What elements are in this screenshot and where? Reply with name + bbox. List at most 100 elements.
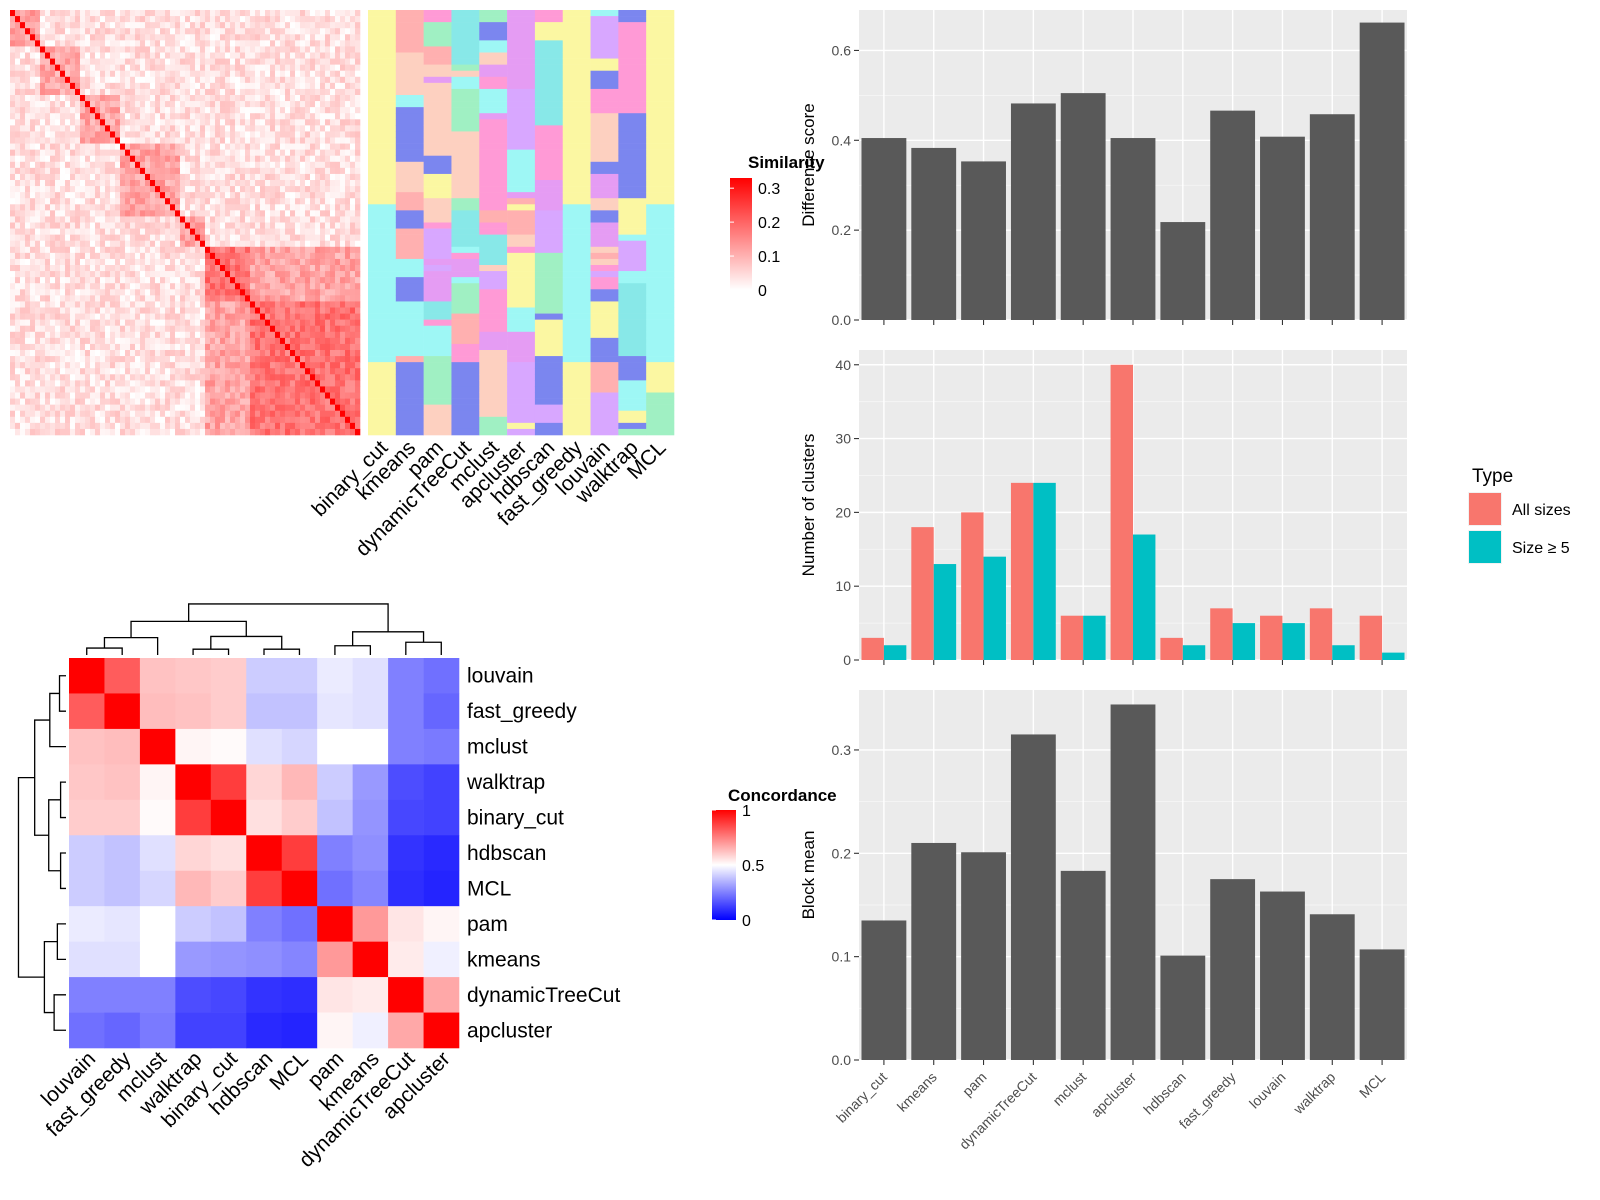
similarity-cell [75,210,81,217]
similarity-cell [125,374,131,381]
similarity-cell [305,350,311,357]
similarity-cell [85,422,91,430]
similarity-cell [155,180,161,187]
similarity-cell [55,222,61,229]
similarity-cell [150,95,156,102]
similarity-cell [50,343,56,351]
similarity-cell [55,277,61,284]
similarity-cell [95,173,101,181]
similarity-cell [150,271,156,278]
similarity-cell [170,216,176,223]
similarity-cell [130,410,136,418]
similarity-cell [175,167,181,175]
similarity-cell [210,95,216,102]
similarity-cell [50,222,56,229]
similarity-cell [250,222,256,229]
similarity-cell [295,186,301,193]
similarity-cell [80,246,86,254]
similarity-cell [210,167,216,175]
similarity-cell [50,271,56,278]
similarity-cell [25,22,31,29]
similarity-cell [160,131,166,138]
similarity-cell [130,70,136,78]
similarity-cell [120,386,126,393]
similarity-cell [130,64,136,72]
similarity-cell [220,258,226,266]
similarity-cell [355,137,361,144]
similarity-cell [355,161,361,169]
similarity-cell [60,88,66,96]
similarity-cell [280,40,286,47]
similarity-cell [155,356,161,363]
similarity-cell [340,325,346,333]
similarity-cell [70,313,76,320]
similarity-cell [185,70,191,78]
similarity-cell [325,119,331,126]
similarity-cell [345,350,351,357]
similarity-cell [95,368,101,375]
similarity-cell [10,119,16,126]
similarity-cell [25,149,31,157]
similarity-cell [200,167,206,175]
similarity-cell [245,252,251,260]
similarity-cell [30,131,36,138]
similarity-cell [130,374,136,381]
similarity-cell [165,46,171,53]
similarity-cell [165,398,171,405]
similarity-cell [230,161,236,169]
similarity-cell [10,40,16,47]
similarity-cell [345,34,351,41]
similarity-cell [245,216,251,223]
similarity-cell [315,95,321,102]
similarity-cell [215,398,221,405]
similarity-cell [25,101,31,108]
similarity-cell [95,234,101,242]
similarity-cell [340,149,346,157]
similarity-cell [315,10,321,17]
similarity-cell [95,161,101,169]
similarity-cell [105,198,111,205]
similarity-cell [130,307,136,314]
similarity-cell [145,362,151,369]
similarity-cell [200,258,206,266]
similarity-cell [25,40,31,47]
similarity-cell [315,362,321,369]
similarity-cell [265,186,271,193]
similarity-cell [140,28,146,35]
similarity-cell [200,88,206,96]
cluster-assignment-heatmap [368,10,675,436]
similarity-cell [200,95,206,102]
similarity-cell [10,258,16,266]
similarity-cell [115,410,121,418]
similarity-cell [200,155,206,163]
similarity-cell [310,252,316,260]
similarity-cell [315,149,321,157]
similarity-cell [355,204,361,211]
similarity-cell [245,362,251,369]
similarity-cell [60,289,66,296]
similarity-cell [65,88,71,96]
similarity-cell [205,22,211,29]
assignment-cell [368,107,397,114]
similarity-cell [105,307,111,314]
similarity-cell [115,301,121,308]
similarity-cell [20,125,26,132]
similarity-cell [85,88,91,96]
similarity-cell [40,22,46,29]
similarity-cell [25,301,31,308]
similarity-cell [270,313,276,320]
similarity-cell [135,28,141,35]
similarity-cell [70,22,76,29]
similarity-cell [75,88,81,96]
similarity-cell [160,283,166,290]
similarity-cell [315,301,321,308]
similarity-cell [125,350,131,357]
similarity-cell [205,149,211,157]
similarity-cell [275,368,281,375]
similarity-cell [145,64,151,72]
similarity-cell [200,265,206,272]
similarity-cell [265,222,271,229]
similarity-cell [310,410,316,418]
similarity-cell [215,16,221,23]
similarity-cell [225,113,231,120]
